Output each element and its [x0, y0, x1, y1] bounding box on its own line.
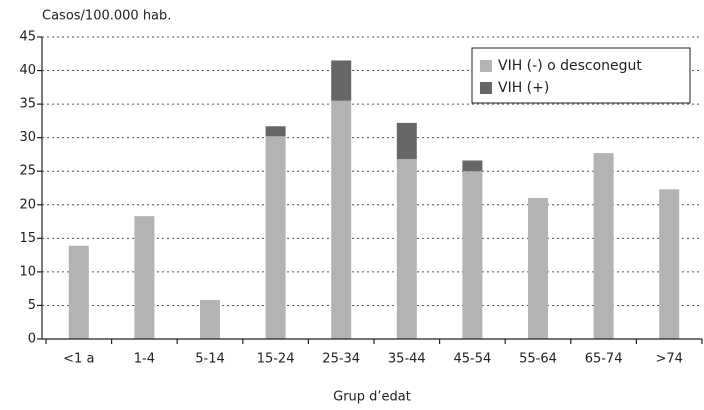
- bar-segment: [331, 100, 352, 339]
- bar-segment: [462, 160, 483, 172]
- x-tick-label: 55-64: [519, 352, 557, 367]
- legend-swatch: [480, 82, 492, 94]
- y-tick-label: 20: [19, 197, 36, 212]
- y-axis-label: Casos/100.000 hab.: [42, 9, 171, 24]
- y-tick-label: 40: [19, 63, 36, 78]
- bar-segment: [200, 300, 220, 339]
- x-tick-label: 25-34: [322, 352, 360, 367]
- bar-segment: [396, 122, 417, 160]
- legend-swatch: [480, 60, 492, 72]
- legend-label: VIH (-) o desconegut: [498, 58, 642, 74]
- legend-label: VIH (+): [498, 80, 549, 96]
- x-tick-label: <1 a: [63, 352, 94, 367]
- y-tick-label: 15: [19, 231, 36, 246]
- bar-segment: [462, 171, 483, 339]
- x-tick-label: 45-54: [454, 352, 492, 367]
- bar-segment: [396, 159, 417, 339]
- x-tick-label: 15-24: [257, 352, 295, 367]
- x-tick-label: 35-44: [388, 352, 426, 367]
- y-tick-label: 45: [19, 30, 36, 45]
- y-tick-label: 5: [28, 298, 36, 313]
- bar-segment: [265, 126, 286, 137]
- bar-segment: [593, 153, 614, 339]
- x-tick-label: 1-4: [134, 352, 155, 367]
- bar-segment: [331, 60, 352, 101]
- y-tick-label: 30: [19, 130, 36, 145]
- y-tick-label: 35: [19, 97, 36, 112]
- y-tick-label: 0: [28, 332, 36, 347]
- x-tick-label: 65-74: [585, 352, 623, 367]
- x-axis-label: Grup d’edat: [333, 390, 411, 405]
- x-tick-label: 5-14: [195, 352, 225, 367]
- legend-box: [471, 47, 691, 104]
- y-tick-label: 25: [19, 164, 36, 179]
- y-tick-label: 10: [19, 264, 36, 279]
- bar-segment: [68, 245, 89, 339]
- bar-segment: [265, 136, 286, 339]
- bar-segment: [528, 198, 548, 339]
- bar-segment: [659, 189, 680, 339]
- x-tick-label: >74: [655, 352, 682, 367]
- bar-segment: [134, 216, 155, 339]
